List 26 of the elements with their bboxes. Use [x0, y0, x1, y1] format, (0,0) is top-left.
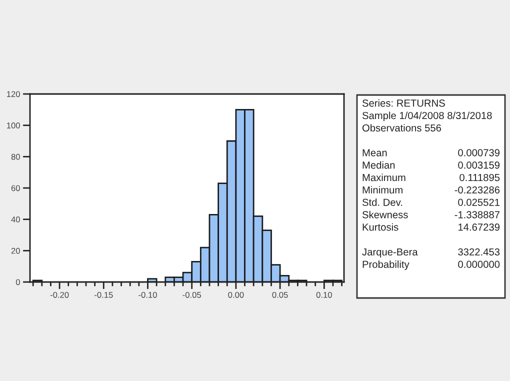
y-tick-label: 120 — [7, 91, 20, 98]
y-tick-label: 0 — [16, 279, 20, 286]
text: Minimum -0.223286 — [362, 186, 500, 194]
text: Skewness -1.338887 — [362, 210, 500, 218]
y-tick-label: 100 — [7, 122, 20, 128]
x-tick-label: -0.10 — [138, 292, 157, 298]
x-tick-label: -0.05 — [182, 292, 201, 298]
x-tick-label: -0.15 — [94, 292, 113, 298]
text: Maximum 0.111895 — [362, 174, 500, 182]
text: Sample 1/04/2008 8/31/2018 — [362, 112, 492, 122]
text: Mean 0.000739 — [362, 149, 500, 156]
x-tick-label: -0.20 — [50, 292, 69, 298]
x-tick-label: 0.10 — [316, 292, 332, 298]
y-tick-label: 60 — [11, 185, 20, 192]
text: Jarque-Bera 3322.453 — [362, 248, 500, 258]
text: Observations 556 — [362, 124, 442, 132]
text: Kurtosis 14.67239 — [362, 223, 500, 231]
text: Median 0.003159 — [362, 161, 500, 169]
text: Probability 0.000000 — [362, 260, 500, 270]
text: Series: RETURNS — [362, 99, 445, 107]
text: Std. Dev. 0.025521 — [362, 198, 500, 206]
y-tick-label: 80 — [11, 154, 20, 160]
y-tick-label: 40 — [11, 216, 20, 222]
x-tick-label: 0.05 — [272, 292, 288, 298]
x-tick-label: 0.00 — [228, 292, 244, 298]
y-tick-label: 20 — [11, 248, 20, 254]
